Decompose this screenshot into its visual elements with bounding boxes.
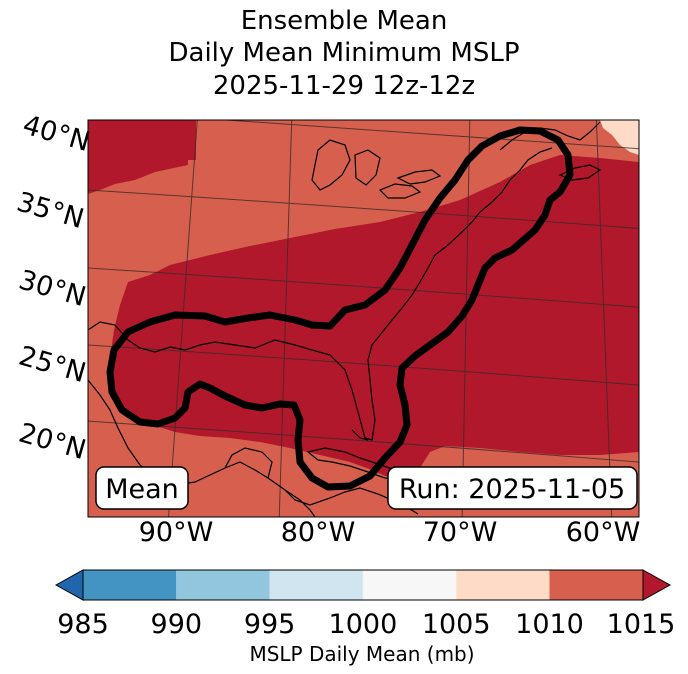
parallel-25n: [88, 344, 639, 386]
colorbar-tick-1000: 1000: [329, 609, 398, 640]
mean-box-text: Mean: [105, 474, 179, 505]
lat-label-40n: 40°N: [19, 110, 93, 159]
coast-great-lakes-2: [354, 149, 381, 186]
colorbar: 985 990 995 1000 1005 1010 1015 MSLP Dai…: [54, 569, 676, 666]
colorbar-bin-1010-1015: [549, 570, 643, 600]
mean-box: [95, 466, 189, 510]
title-line-2: Daily Mean Minimum MSLP: [168, 38, 520, 68]
colorbar-tick-1015: 1015: [607, 609, 676, 640]
coast-great-lakes-3: [378, 183, 422, 199]
colorbar-tick-985: 985: [57, 609, 109, 640]
lat-label-30n: 30°N: [15, 265, 89, 314]
lon-label-90w: 90°W: [139, 517, 214, 548]
colorbar-tick-1010: 1010: [515, 609, 584, 640]
meridian-60w: [595, 120, 613, 517]
colorbar-bin-990-995: [176, 570, 270, 600]
parallel-20n: [88, 420, 639, 463]
colorbar-frame: [82, 569, 644, 601]
run-box-text: Run: 2025-11-05: [399, 474, 625, 505]
colorbar-over-extension: [642, 569, 672, 601]
colorbar-bin-995-1000: [269, 570, 363, 600]
coast-nova-scotia: [558, 164, 602, 181]
coast-canada-east: [499, 121, 601, 151]
title-line-1: Ensemble Mean: [240, 6, 448, 36]
lat-label-20n: 20°N: [15, 418, 89, 467]
lon-label-60w: 60°W: [566, 517, 641, 548]
lon-label-80w: 80°W: [281, 517, 356, 548]
colorbar-tick-1005: 1005: [422, 609, 491, 640]
run-box: [387, 466, 638, 510]
mslp-field-1015-central: [108, 155, 639, 478]
colorbar-bin-985-990: [83, 570, 177, 600]
parallel-35n: [88, 189, 639, 229]
coast-great-lakes-1: [311, 139, 351, 191]
colorbar-bin-1005-1010: [456, 570, 550, 600]
coast-great-lakes-4: [396, 169, 442, 185]
meridian-70w: [461, 120, 471, 517]
mslp-field-1015-northwest: [88, 120, 196, 194]
coast-yucatan: [224, 447, 273, 479]
graticule: [88, 120, 639, 517]
title-line-3: 2025-11-29 12z-12z: [212, 71, 476, 101]
mean-mslp-contour: [106, 126, 574, 491]
colorbar-under-extension: [54, 569, 84, 601]
map-frame: [87, 119, 640, 518]
coast-florida-keys: [351, 429, 369, 441]
parallel-30n: [88, 267, 639, 308]
lon-label-70w: 70°W: [423, 517, 498, 548]
mslp-field-1005-northeast: [600, 120, 639, 155]
map-area: [88, 120, 639, 517]
colorbar-tick-990: 990: [151, 609, 203, 640]
colorbar-label: MSLP Daily Mean (mb): [249, 642, 474, 666]
lat-label-35n: 35°N: [13, 187, 87, 236]
lat-label-25n: 25°N: [15, 341, 89, 390]
coast-gulf-us: [88, 147, 553, 441]
colorbar-tick-995: 995: [244, 609, 296, 640]
colorbar-bin-1000-1005: [362, 570, 457, 600]
